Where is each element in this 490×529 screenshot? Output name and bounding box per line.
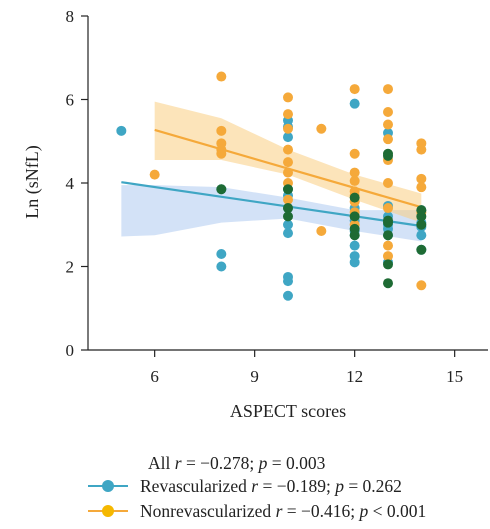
revascularized-regression-line (121, 181, 422, 228)
overlap-point (283, 211, 293, 222)
revascularized-point (283, 228, 293, 239)
revascularized-point (349, 240, 360, 251)
nonrevascularized-point (216, 148, 227, 159)
nonrevascularized-point (383, 240, 393, 251)
legend-p-symbol: p (359, 501, 369, 521)
legend-nonrevasc-p: < 0.001 (368, 501, 427, 521)
revascularized-confidence-band (121, 185, 422, 242)
nonrevascularized-point (283, 144, 293, 155)
nonrevascularized-point (283, 92, 293, 103)
nonrevascularized-point (416, 280, 427, 291)
legend-revasc-p: = 0.262 (343, 476, 402, 496)
nonrevascularized-point (149, 169, 160, 180)
legend-swatch-revascularized (88, 475, 128, 497)
overlap-point (383, 150, 393, 161)
legend-p-symbol: p (335, 476, 344, 496)
legend-r-symbol: r (174, 453, 182, 473)
legend-all-r: = −0.278; (185, 453, 259, 473)
overlap-point (416, 244, 427, 255)
nonrevascularized-point (383, 203, 393, 214)
legend: All r = −0.278; p = 0.003 Revascularized… (0, 450, 490, 529)
overlap-point (383, 215, 393, 226)
nonrevascularized-point (283, 167, 293, 178)
x-tick-label: 6 (150, 367, 159, 386)
nonrevascularized-point (383, 134, 393, 145)
nonrevascularized-point (416, 182, 427, 193)
nonrevascularized-point (383, 251, 393, 262)
legend-r-symbol: r (275, 501, 283, 521)
revascularized-point (283, 290, 293, 301)
nonrevascularized-point (316, 226, 327, 237)
legend-nonrevasc-label: Nonrevascularized (140, 501, 272, 521)
legend-item-nonrevascularized: Nonrevascularized r = −0.416; p < 0.001 (140, 500, 426, 522)
legend-nonrevasc-r: = −0.416; (286, 501, 360, 521)
overlap-point (416, 211, 427, 222)
nonrevascularized-point (283, 123, 293, 134)
nonrevascularized-point (283, 109, 293, 120)
x-tick-label: 15 (446, 367, 463, 386)
revascularized-point (349, 98, 360, 109)
legend-revasc-label: Revascularized (140, 476, 247, 496)
overlap-point (283, 184, 293, 195)
x-tick-label: 12 (346, 367, 363, 386)
revascularized-point (283, 132, 293, 143)
overlap-point (383, 230, 393, 241)
overlap-point (349, 192, 360, 203)
nonrevascularized-point (349, 84, 360, 95)
nonrevascularized-point (383, 178, 393, 188)
nonrevascularized-point (349, 175, 360, 186)
legend-marker (102, 480, 114, 492)
overlap-point (283, 203, 293, 214)
nonrevascularized-point (383, 119, 393, 130)
nonrevascularized-point (283, 157, 293, 168)
revascularized-point (349, 257, 360, 268)
revascularized-point (216, 261, 227, 272)
nonrevascularized-point (349, 167, 360, 178)
nonrevascularized-point (283, 194, 293, 205)
nonrevascularized-point (383, 84, 393, 95)
overlap-point (416, 219, 427, 230)
overlap-point (216, 184, 227, 195)
overlap-point (349, 230, 360, 241)
nonrevascularized-point (383, 107, 393, 118)
revascularized-point (416, 230, 427, 241)
revascularized-point (283, 276, 293, 287)
x-tick-label: 9 (250, 367, 259, 386)
legend-revasc-r: = −0.189; (262, 476, 336, 496)
data-points (116, 71, 427, 301)
nonrevascularized-point (349, 148, 360, 159)
nonrevascularized-point (216, 125, 227, 136)
revascularized-point (216, 248, 227, 259)
revascularized-point (116, 125, 127, 136)
nonrevascularized-point (216, 71, 227, 82)
y-tick-label: 6 (66, 91, 75, 110)
legend-r-symbol: r (251, 476, 259, 496)
legend-all-p: = 0.003 (267, 453, 326, 473)
legend-item-revascularized: Revascularized r = −0.189; p = 0.262 (140, 475, 402, 497)
y-tick-label: 0 (66, 341, 75, 360)
scatter-chart: 0 2 4 6 8 6 9 12 15 ASPECT scores Ln (sNfL) (22, 7, 488, 421)
nonrevascularized-point (416, 144, 427, 155)
axes: 0 2 4 6 8 6 9 12 15 (66, 7, 488, 386)
revascularized-point (283, 219, 293, 230)
x-axis-title: ASPECT scores (230, 401, 346, 421)
overlap-point (349, 211, 360, 222)
legend-marker (102, 505, 114, 517)
overlap-point (383, 278, 393, 289)
legend-all-label: All (148, 453, 171, 473)
y-axis-title: Ln (sNfL) (22, 145, 43, 218)
overlap-point (383, 259, 393, 270)
y-tick-label: 2 (66, 258, 75, 277)
legend-item-all: All r = −0.278; p = 0.003 (148, 452, 325, 474)
y-tick-label: 4 (66, 174, 75, 193)
nonrevascularized-point (316, 123, 327, 134)
legend-swatch-nonrevascularized (88, 500, 128, 522)
y-tick-label: 8 (66, 7, 75, 26)
nonrevascularized-point (416, 173, 427, 184)
legend-p-symbol: p (258, 453, 268, 473)
